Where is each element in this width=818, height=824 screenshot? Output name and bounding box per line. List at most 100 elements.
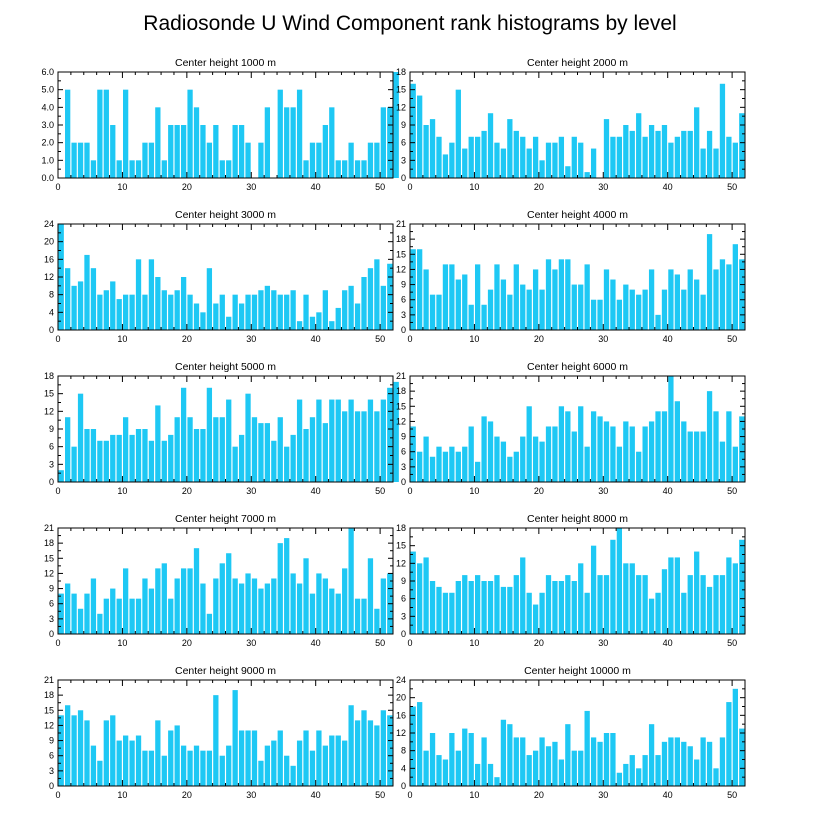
histogram-bar (694, 431, 700, 482)
histogram-bar (296, 321, 303, 330)
histogram-bar (97, 613, 103, 634)
histogram-bar (271, 578, 277, 634)
histogram-bar (616, 528, 623, 634)
x-tick-label: 50 (375, 182, 385, 192)
histogram-bar (168, 294, 174, 330)
y-tick-label: 12 (396, 728, 406, 738)
histogram-bar (584, 710, 590, 786)
histogram-bar (513, 451, 519, 482)
histogram-bar (168, 598, 174, 634)
histogram-bar (155, 277, 161, 330)
x-tick-label: 30 (598, 334, 608, 344)
histogram-bar (335, 735, 341, 786)
y-tick-label: 15 (44, 553, 54, 563)
histogram-bar (238, 434, 245, 482)
histogram-bar (468, 136, 474, 178)
histogram-bar (77, 142, 84, 178)
histogram-bar (719, 575, 726, 634)
y-tick-label: 0 (401, 477, 406, 487)
histogram-bar (322, 423, 328, 482)
histogram-bar (277, 294, 283, 330)
histogram-bar (155, 720, 161, 786)
histogram-bar (354, 720, 361, 786)
histogram-bar (513, 575, 519, 634)
y-tick-label: 3.0 (41, 120, 54, 130)
histogram-bar (423, 436, 429, 482)
x-tick-label: 50 (727, 790, 737, 800)
histogram-bar (417, 563, 423, 634)
histogram-panel-7: Center height 7000 m 0 3 6 9 12 15 18 21 0 10 20 30 4… (44, 513, 394, 648)
histogram-bar (322, 290, 328, 330)
histogram-bar (532, 136, 539, 178)
histogram-bar (526, 148, 532, 178)
histogram-bar (58, 593, 64, 634)
histogram-bar (429, 119, 436, 178)
histogram-bar (135, 259, 142, 330)
histogram-bar (590, 299, 597, 330)
histogram-bar (616, 136, 623, 178)
histogram-bar (367, 399, 374, 482)
histogram-bar (584, 446, 590, 482)
histogram-bar (603, 119, 610, 178)
histogram-bar (610, 136, 616, 178)
histogram-bar (713, 411, 719, 482)
histogram-bar (532, 750, 539, 786)
y-tick-label: 18 (396, 234, 406, 244)
x-tick-label: 40 (663, 182, 673, 192)
histogram-bar (687, 575, 693, 634)
histogram-bar (713, 148, 719, 178)
x-tick-label: 20 (182, 638, 192, 648)
histogram-bar (674, 401, 680, 482)
histogram-bar (578, 750, 584, 786)
histogram-bar (565, 259, 571, 330)
panel-title: Center height 6000 m (527, 361, 628, 373)
x-tick-label: 30 (598, 790, 608, 800)
histogram-bar (335, 160, 341, 178)
panel-title: Center height 1000 m (175, 57, 276, 69)
histogram-bar (410, 706, 416, 786)
histogram-bar (155, 405, 161, 482)
histogram-bar (135, 160, 142, 178)
histogram-bar (681, 289, 687, 330)
histogram-bar (193, 107, 200, 178)
y-tick-label: 18 (44, 538, 54, 548)
histogram-bar (449, 733, 455, 786)
histogram-bar (245, 730, 251, 786)
histogram-bar (309, 593, 316, 634)
x-tick-label: 50 (375, 638, 385, 648)
histogram-bar (238, 303, 245, 330)
x-tick-label: 20 (182, 334, 192, 344)
histogram-bar (142, 142, 148, 178)
x-tick-label: 50 (727, 334, 737, 344)
histogram-bar (206, 268, 213, 330)
histogram-bar (142, 429, 148, 482)
y-tick-label: 6 (401, 295, 406, 305)
histogram-bar (148, 440, 155, 482)
histogram-bar (578, 563, 584, 634)
y-tick-label: 9 (49, 736, 54, 746)
histogram-bar (636, 113, 642, 178)
histogram-bar (135, 735, 142, 786)
histogram-bar (455, 89, 461, 178)
y-tick-label: 20 (396, 693, 406, 703)
histogram-bar (713, 768, 719, 786)
histogram-bar (90, 578, 97, 634)
histogram-bar (468, 426, 474, 482)
histogram-bar (226, 316, 232, 330)
histogram-bar (258, 290, 264, 330)
histogram-bar (661, 411, 668, 482)
histogram-bar (193, 548, 200, 634)
histogram-bar (507, 119, 513, 178)
histogram-bar (449, 264, 455, 330)
x-tick-label: 40 (311, 486, 321, 496)
histogram-bar (507, 586, 513, 634)
histogram-bar (348, 705, 354, 786)
histogram-bar (367, 720, 374, 786)
histogram-bar (642, 575, 648, 634)
histogram-bar (110, 281, 116, 330)
x-tick-label: 30 (598, 638, 608, 648)
histogram-bar (584, 264, 590, 330)
y-tick-label: 6.0 (41, 67, 54, 77)
histogram-bar (719, 83, 726, 178)
histogram-bar (642, 136, 648, 178)
